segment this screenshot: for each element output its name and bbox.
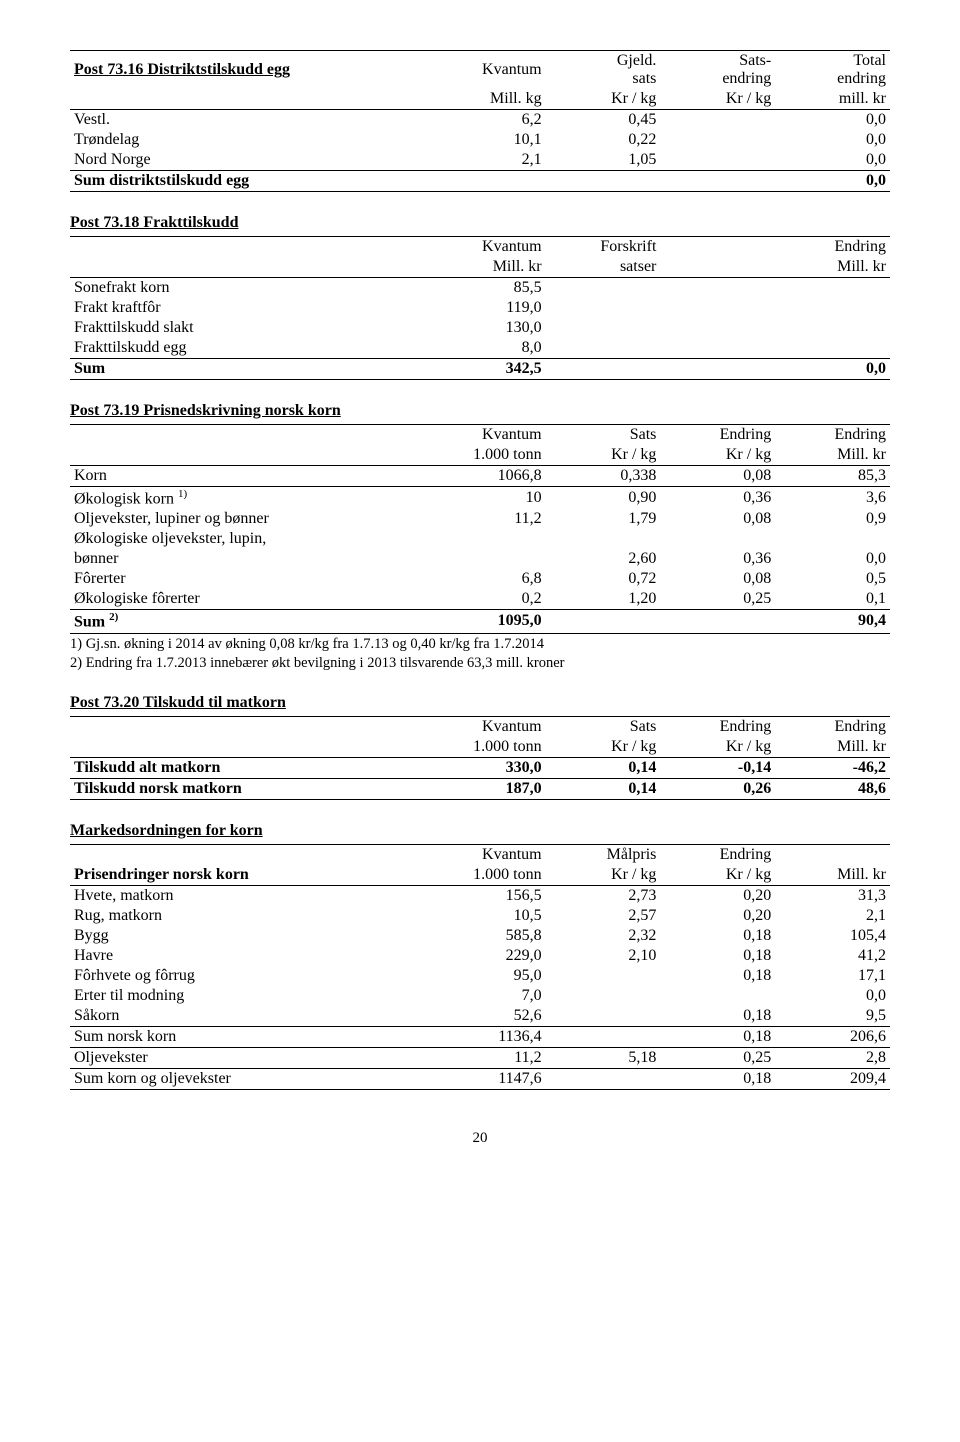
sum-7319-label: Sum 2) [70, 610, 431, 633]
okokorn-label: Økologisk korn 1) [70, 487, 431, 510]
title-mkorn: Markedsordningen for korn [70, 822, 890, 840]
title-7316: Post 73.16 Distriktstilskudd egg [74, 61, 290, 78]
title-7319: Post 73.19 Prisnedskrivning norsk korn [70, 402, 890, 420]
footnote-1: 1) Gj.sn. økning i 2014 av økning 0,08 k… [70, 636, 890, 653]
table-7319: Kvantum Sats Endring Endring 1.000 tonn … [70, 424, 890, 634]
title-7318: Post 73.18 Frakttilskudd [70, 214, 890, 232]
table-7318: Kvantum Forskrift Endring Mill. kr satse… [70, 236, 890, 380]
page-number: 20 [70, 1130, 890, 1147]
table-mkorn: Kvantum Målpris Endring Prisendringer no… [70, 844, 890, 1090]
table-7320: Kvantum Sats Endring Endring 1.000 tonn … [70, 716, 890, 800]
title-7320: Post 73.20 Tilskudd til matkorn [70, 694, 890, 712]
footnote-2: 2) Endring fra 1.7.2013 innebærer økt be… [70, 655, 890, 672]
table-7316: Post 73.16 Distriktstilskudd egg Kvantum… [70, 50, 890, 192]
